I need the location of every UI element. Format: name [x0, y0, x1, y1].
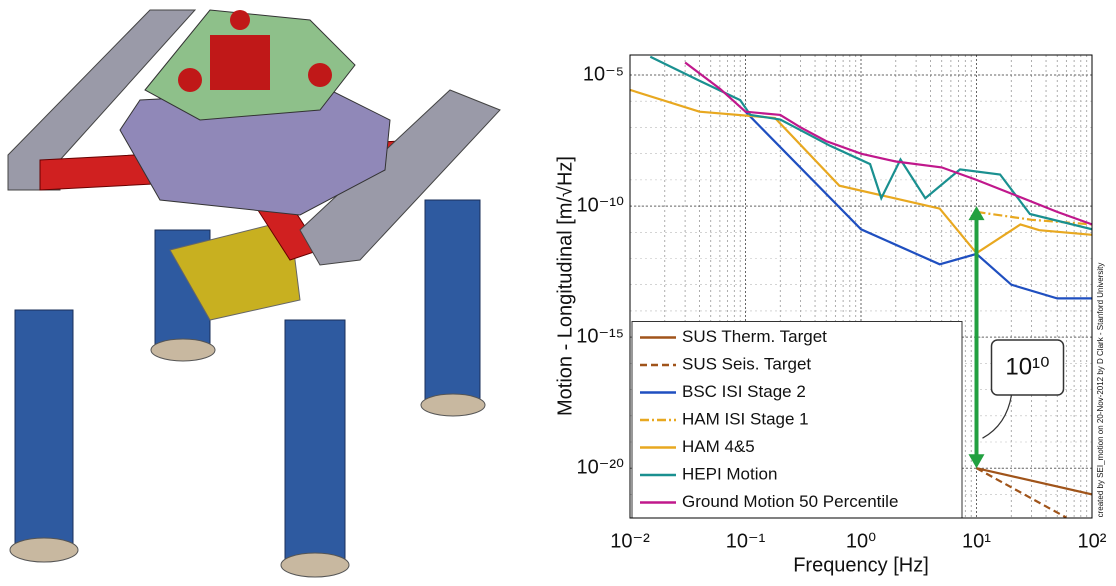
- y-axis-label: Motion - Longitudinal [m/√Hz]: [554, 156, 576, 416]
- x-tick-label: 10²: [1078, 530, 1107, 552]
- x-tick-label: 10⁻²: [610, 530, 650, 552]
- legend-label: BSC ISI Stage 2: [682, 382, 806, 401]
- x-tick-label: 10⁰: [846, 530, 876, 552]
- credit: created by SEI_motion on 20-Nov-2012 by …: [1096, 263, 1105, 518]
- y-tick-label: 10⁻⁵: [583, 63, 624, 85]
- legend-label: HAM ISI Stage 1: [682, 409, 809, 428]
- x-tick-label: 10¹: [962, 530, 991, 552]
- y-tick-label: 10⁻¹⁰: [577, 194, 624, 216]
- figure: Motion - Longitudinal [m/√Hz] Frequency …: [0, 0, 1116, 581]
- legend-label: HEPI Motion: [682, 464, 777, 483]
- legend-label: HAM 4&5: [682, 437, 755, 456]
- legend-label: SUS Therm. Target: [682, 327, 827, 346]
- isolation-system-illustration: [8, 10, 500, 577]
- annotation-text: 10¹⁰: [1005, 353, 1049, 380]
- legend-label: SUS Seis. Target: [682, 354, 811, 373]
- y-tick-label: 10⁻²⁰: [577, 456, 624, 478]
- legend-label: Ground Motion 50 Percentile: [682, 492, 898, 511]
- x-axis-label: Frequency [Hz]: [793, 554, 929, 576]
- y-tick-label: 10⁻¹⁵: [576, 325, 624, 347]
- x-tick-label: 10⁻¹: [726, 530, 766, 552]
